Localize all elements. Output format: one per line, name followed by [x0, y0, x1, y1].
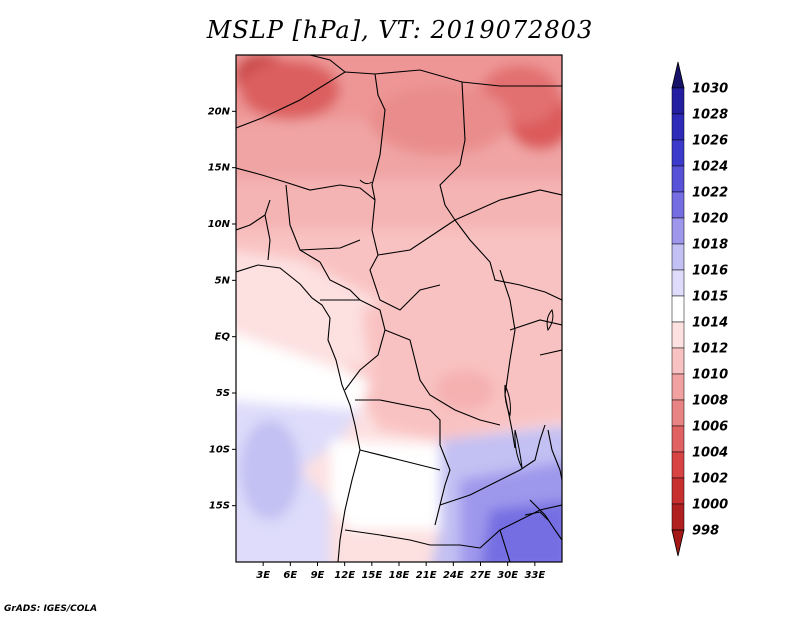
colorbar-segment: [671, 113, 685, 141]
colorbar-segment: [671, 165, 685, 193]
credit-label: GrADS: IGES/COLA: [4, 604, 98, 614]
colorbar-label: 1002: [692, 472, 728, 487]
colorbar-segment: [671, 217, 685, 245]
lon-tick-label: 27E: [470, 570, 491, 581]
colorbar-bottom-arrow: [671, 529, 685, 557]
colorbar-segment: [671, 503, 685, 531]
colorbar-label: 1026: [692, 134, 728, 149]
lon-tick-label: 6E: [283, 570, 297, 581]
map-title: MSLP [hPa], VT: 2019072803: [206, 16, 594, 44]
lon-tick-label: 9E: [311, 570, 325, 581]
colorbar-label: 1004: [692, 446, 728, 461]
lat-tick-label: 15S: [209, 501, 230, 512]
lat-tick-label: 20N: [208, 106, 231, 117]
colorbar-label: 1015: [692, 290, 728, 305]
colorbar-label: 1000: [692, 498, 728, 513]
colorbar-segment: [671, 451, 685, 479]
colorbar-top-arrow: [671, 61, 685, 89]
lat-tick-label: 5S: [216, 388, 230, 399]
colorbar-label: 1008: [692, 394, 728, 409]
colorbar-segment: [671, 295, 685, 323]
lon-tick-label: 21E: [416, 570, 437, 581]
lon-tick-label: 33E: [524, 570, 545, 581]
colorbar-segment: [671, 399, 685, 427]
colorbar-label: 1006: [692, 420, 728, 435]
colorbar-label: 1022: [692, 186, 728, 201]
lon-tick-label: 18E: [389, 570, 410, 581]
colorbar-label: 1030: [692, 82, 728, 97]
colorbar-label: 1010: [692, 368, 728, 383]
lat-tick-label: 5N: [215, 275, 231, 286]
lon-tick-label: 30E: [497, 570, 518, 581]
country-borders: [236, 55, 562, 562]
colorbar-label: 1018: [692, 238, 728, 253]
colorbar-label: 1014: [692, 316, 728, 331]
colorbar-segment: [671, 347, 685, 375]
colorbar: 1030 1028 1026 1024 1022 1020 1018 1016 1015 1014…: [671, 61, 728, 557]
lat-tick-label: 10N: [208, 219, 231, 230]
lat-tick-label: 10S: [209, 444, 230, 455]
latitude-ticks: 20N 15N 10N 5N EQ 5S 10S 15S: [208, 106, 236, 512]
colorbar-segment: [671, 87, 685, 115]
colorbar-label: 1028: [692, 108, 728, 123]
colorbar-segment: [671, 321, 685, 349]
lon-tick-label: 15E: [361, 570, 382, 581]
longitude-ticks: 3E 6E 9E 12E 15E 18E 21E 24E 27E 30E 33E: [256, 562, 545, 581]
colorbar-segment: [671, 477, 685, 505]
colorbar-segment: [671, 373, 685, 401]
colorbar-segment: [671, 425, 685, 453]
lakes: [359, 179, 554, 521]
pressure-field: [236, 55, 562, 562]
lon-tick-label: 24E: [443, 570, 464, 581]
colorbar-label: 1024: [692, 160, 728, 175]
lat-tick-label: EQ: [215, 332, 231, 343]
colorbar-segment: [671, 269, 685, 297]
colorbar-label: 1020: [692, 212, 728, 227]
colorbar-label: 1016: [692, 264, 728, 279]
colorbar-segment: [671, 243, 685, 271]
lon-tick-label: 12E: [334, 570, 355, 581]
colorbar-label: 1012: [692, 342, 728, 357]
colorbar-segment: [671, 191, 685, 219]
lon-tick-label: 3E: [256, 570, 270, 581]
colorbar-label: 998: [692, 524, 719, 539]
lat-tick-label: 15N: [208, 163, 231, 174]
colorbar-segment: [671, 139, 685, 167]
